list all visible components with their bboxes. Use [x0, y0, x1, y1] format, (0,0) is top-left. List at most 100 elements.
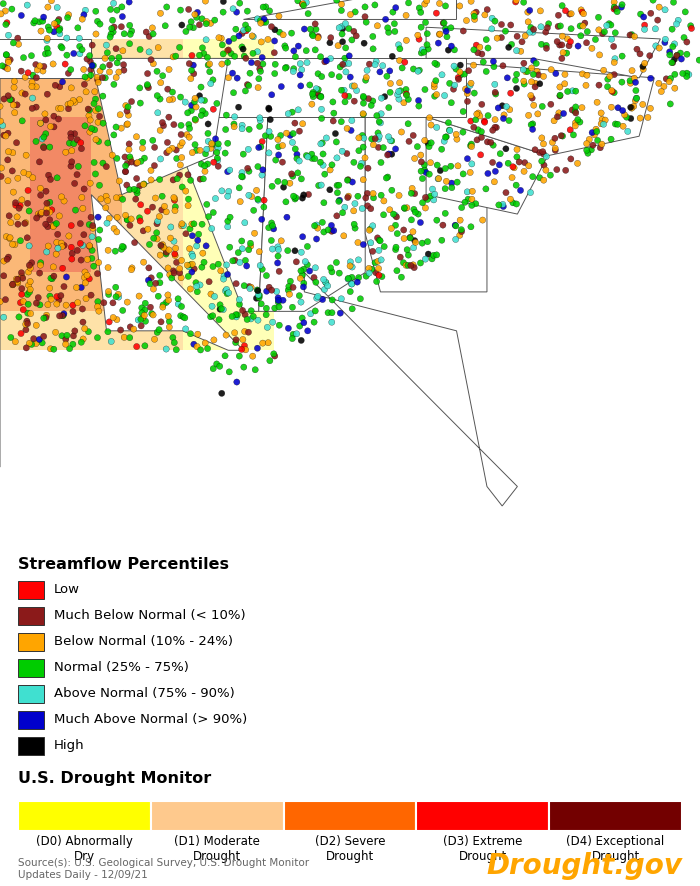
- Point: [533, 68, 544, 82]
- Point: [82, 253, 93, 267]
- Point: [289, 244, 300, 258]
- Text: Much Above Normal (> 90%): Much Above Normal (> 90%): [54, 713, 247, 727]
- Point: [319, 55, 330, 69]
- Point: [45, 342, 56, 356]
- Point: [257, 262, 268, 276]
- Point: [176, 219, 187, 233]
- Point: [343, 271, 354, 285]
- Point: [587, 138, 598, 152]
- Point: [38, 130, 50, 144]
- Point: [393, 189, 405, 203]
- Point: [1, 16, 13, 30]
- Point: [590, 122, 601, 136]
- Point: [160, 342, 172, 356]
- Point: [260, 15, 272, 29]
- Point: [34, 155, 45, 169]
- Point: [24, 336, 35, 350]
- Point: [258, 193, 270, 207]
- Point: [525, 20, 536, 35]
- Point: [438, 16, 449, 30]
- Point: [265, 113, 276, 127]
- Point: [494, 158, 505, 172]
- Point: [669, 67, 680, 82]
- Point: [494, 198, 505, 212]
- Point: [520, 65, 531, 79]
- Point: [148, 282, 159, 296]
- Point: [237, 303, 248, 317]
- Point: [204, 57, 215, 71]
- Point: [6, 93, 18, 107]
- Point: [253, 288, 264, 302]
- Point: [260, 128, 271, 143]
- Point: [22, 230, 33, 245]
- Point: [541, 42, 552, 56]
- Text: (D3) Extreme
Drought: (D3) Extreme Drought: [443, 835, 522, 863]
- Point: [454, 0, 466, 13]
- Point: [176, 299, 187, 314]
- Polygon shape: [91, 195, 244, 350]
- Point: [311, 291, 322, 306]
- Point: [99, 71, 111, 85]
- Point: [54, 27, 65, 41]
- Point: [625, 76, 636, 90]
- Point: [101, 189, 112, 203]
- Point: [155, 248, 166, 262]
- Point: [526, 61, 537, 75]
- Point: [460, 82, 471, 96]
- Point: [184, 121, 195, 136]
- Point: [83, 324, 94, 338]
- Point: [269, 46, 280, 60]
- Text: (D1) Moderate
Drought: (D1) Moderate Drought: [174, 835, 260, 863]
- Point: [228, 2, 239, 16]
- Point: [551, 162, 562, 176]
- Point: [0, 292, 11, 307]
- Point: [93, 232, 104, 246]
- Point: [246, 56, 257, 70]
- Point: [46, 292, 57, 307]
- Point: [405, 259, 416, 273]
- Point: [48, 25, 60, 39]
- Point: [256, 297, 267, 311]
- Point: [183, 57, 195, 71]
- Point: [446, 176, 457, 190]
- Point: [47, 219, 58, 233]
- Point: [18, 271, 29, 285]
- Point: [253, 193, 264, 207]
- Point: [219, 349, 230, 363]
- Point: [298, 280, 309, 294]
- Point: [244, 282, 256, 296]
- Point: [429, 56, 440, 70]
- Point: [629, 71, 640, 85]
- Point: [146, 163, 157, 177]
- Point: [268, 222, 279, 236]
- Point: [139, 303, 150, 317]
- Point: [434, 27, 445, 41]
- Point: [262, 320, 273, 334]
- Point: [536, 37, 547, 51]
- Point: [415, 215, 426, 229]
- Point: [336, 4, 347, 18]
- Point: [566, 21, 577, 35]
- Point: [399, 55, 410, 69]
- Point: [403, 0, 414, 10]
- Point: [210, 191, 221, 206]
- Point: [26, 338, 37, 352]
- Point: [104, 211, 115, 225]
- Point: [162, 288, 174, 302]
- Point: [638, 62, 649, 76]
- Point: [176, 253, 187, 268]
- Point: [149, 159, 160, 173]
- Point: [41, 310, 52, 324]
- Point: [540, 38, 552, 52]
- Point: [206, 222, 217, 236]
- Point: [205, 76, 216, 90]
- Point: [581, 136, 592, 151]
- Point: [383, 25, 394, 39]
- Point: [88, 155, 99, 169]
- Point: [288, 43, 300, 58]
- Point: [20, 215, 32, 229]
- FancyBboxPatch shape: [18, 659, 44, 677]
- Point: [115, 107, 126, 121]
- Point: [16, 86, 27, 100]
- Point: [444, 123, 455, 137]
